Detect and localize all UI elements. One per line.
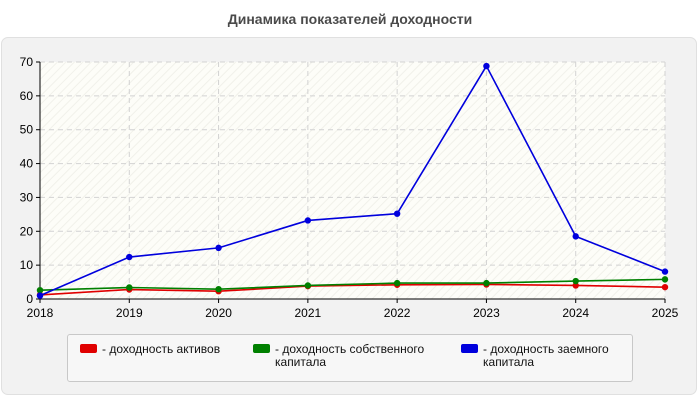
series-line-2	[39, 65, 666, 297]
y-tick-label: 30	[20, 190, 34, 204]
data-point-series-2	[483, 62, 490, 70]
chart-legend: - доходность активов - доходность собств…	[67, 334, 633, 382]
data-point-series-2	[215, 244, 222, 252]
y-tick-label: 70	[20, 55, 34, 69]
legend-item-equity: - доходность собственного капитала	[253, 343, 435, 369]
plot-area	[40, 62, 665, 299]
legend-swatch-borrowed	[461, 344, 478, 353]
x-tick-label: 2019	[116, 306, 143, 320]
data-point-series-1	[304, 282, 312, 289]
legend-label-borrowed: - доходность заемного капитала	[483, 342, 609, 369]
data-point-series-1	[215, 285, 222, 293]
legend-swatch-assets	[80, 344, 97, 353]
chart-title: Динамика показателей доходности	[227, 11, 473, 27]
data-point-series-0	[572, 282, 579, 289]
data-point-series-1	[661, 276, 669, 283]
data-point-series-2	[661, 268, 669, 275]
x-tick-label: 2022	[384, 306, 411, 320]
data-point-series-2	[36, 292, 44, 299]
x-tick-label: 2020	[205, 306, 232, 320]
legend-item-assets: - доходность активов	[80, 343, 262, 356]
x-tick-label: 2021	[295, 306, 322, 320]
data-point-series-2	[393, 210, 401, 217]
legend-label-equity: - доходность собственного капитала	[275, 342, 425, 369]
data-point-series-0	[661, 283, 669, 291]
x-tick-label: 2018	[27, 306, 54, 320]
y-tick-label: 20	[20, 224, 34, 238]
data-point-series-1	[572, 277, 579, 285]
series-line-1	[39, 278, 666, 291]
data-point-series-1	[393, 279, 401, 287]
series-line-0	[39, 283, 666, 296]
data-point-series-1	[483, 279, 490, 287]
x-tick-label: 2024	[562, 306, 589, 320]
data-point-series-2	[572, 233, 579, 240]
x-tick-label: 2025	[652, 306, 679, 320]
y-tick-label: 60	[20, 89, 34, 103]
y-tick-label: 0	[26, 292, 33, 306]
legend-swatch-equity	[253, 344, 270, 353]
data-point-series-1	[126, 284, 133, 291]
data-point-series-2	[304, 217, 312, 224]
legend-item-borrowed: - доходность заемного капитала	[461, 343, 643, 369]
y-tick-label: 50	[20, 123, 34, 137]
y-tick-label: 10	[20, 258, 34, 272]
y-tick-label: 40	[20, 157, 34, 171]
data-point-series-1	[36, 286, 44, 294]
legend-label-assets: - доходность активов	[102, 342, 221, 356]
data-point-series-2	[126, 253, 133, 261]
x-tick-label: 2023	[473, 306, 500, 320]
